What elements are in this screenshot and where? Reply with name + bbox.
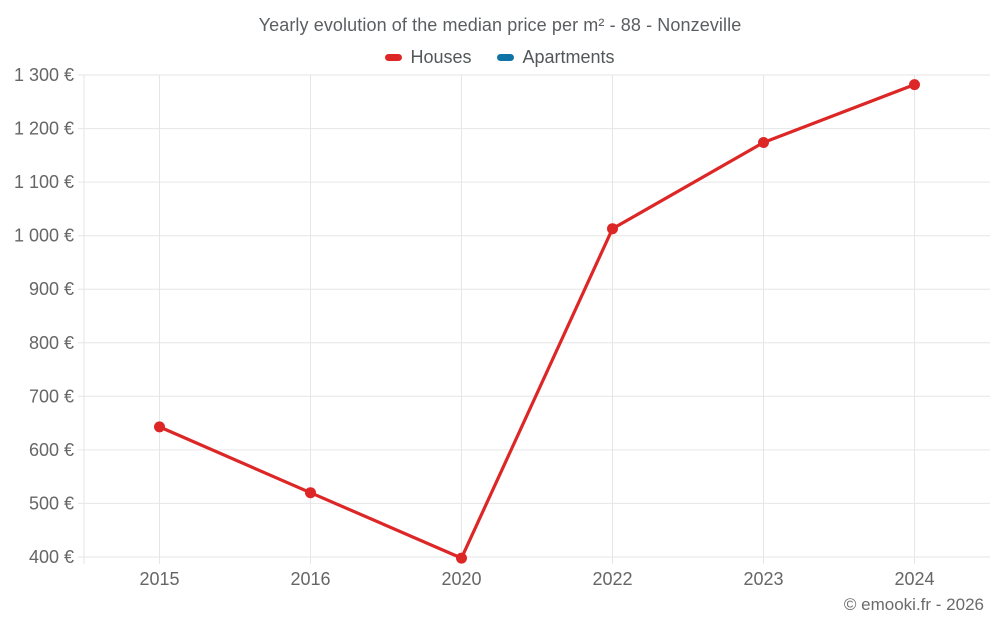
y-tick-label: 400 € <box>29 547 74 567</box>
x-tick-label: 2015 <box>139 569 179 589</box>
x-tick-label: 2016 <box>290 569 330 589</box>
y-tick-label: 700 € <box>29 386 74 406</box>
chart-title: Yearly evolution of the median price per… <box>258 15 742 35</box>
legend: Houses Apartments <box>0 47 1000 68</box>
legend-item-houses[interactable]: Houses <box>385 47 471 68</box>
data-point-2016[interactable] <box>305 487 316 499</box>
copyright-credit: © emooki.fr - 2026 <box>843 595 984 614</box>
data-point-2022[interactable] <box>607 223 618 235</box>
series-line-houses <box>157 82 917 560</box>
x-tick-label: 2022 <box>592 569 632 589</box>
data-point-2020[interactable] <box>456 552 467 564</box>
y-tick-label: 900 € <box>29 279 74 299</box>
data-point-2023[interactable] <box>758 137 769 148</box>
data-point-2024[interactable] <box>909 79 920 91</box>
legend-item-apartments[interactable]: Apartments <box>497 47 615 68</box>
legend-label-apartments: Apartments <box>522 47 615 67</box>
data-point-2015[interactable] <box>154 421 165 433</box>
apartments-series-swatch-icon <box>497 54 515 61</box>
x-tick-label: 2020 <box>441 569 481 589</box>
x-tick-label: 2024 <box>894 569 934 589</box>
legend-label-houses: Houses <box>410 47 472 67</box>
y-tick-label: 600 € <box>29 440 74 460</box>
y-tick-label: 1 300 € <box>14 65 74 85</box>
y-tick-label: 800 € <box>29 333 74 353</box>
y-tick-label: 1 000 € <box>14 226 74 246</box>
y-tick-label: 1 200 € <box>14 119 74 139</box>
y-tick-label: 1 100 € <box>14 172 74 192</box>
houses-series-swatch-icon <box>385 54 403 61</box>
y-tick-label: 500 € <box>29 493 74 513</box>
x-tick-label: 2023 <box>743 569 783 589</box>
